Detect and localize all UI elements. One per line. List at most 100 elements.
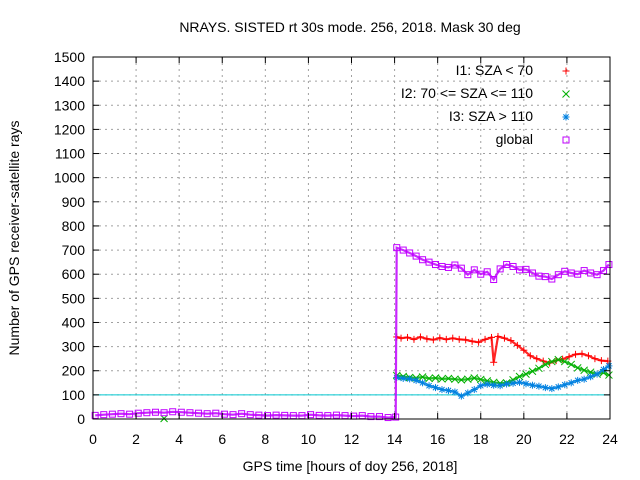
series-3 [393, 362, 613, 400]
y-tick-label: 1400 [54, 73, 85, 89]
data-point [444, 387, 452, 395]
data-point [509, 379, 517, 387]
data-point [186, 409, 194, 417]
data-point [315, 411, 323, 419]
data-point [574, 270, 582, 278]
data-point [462, 336, 470, 344]
data-point [541, 384, 549, 392]
series-group [91, 244, 613, 423]
data-point [528, 381, 536, 389]
y-tick-label: 700 [62, 242, 86, 258]
data-point [477, 382, 485, 390]
data-point [605, 362, 613, 370]
data-point [307, 411, 315, 419]
data-point [554, 355, 563, 364]
x-tick-label: 8 [261, 431, 269, 447]
data-point [229, 411, 237, 419]
data-point [481, 335, 489, 343]
series-4 [91, 244, 613, 422]
data-point [464, 271, 472, 279]
data-point [548, 275, 556, 283]
data-point [567, 360, 576, 369]
legend-label: I3: SZA > 110 [449, 108, 533, 124]
data-point [515, 372, 524, 381]
data-point [528, 367, 537, 376]
data-point [591, 355, 599, 363]
data-point [457, 264, 465, 272]
data-point [444, 374, 453, 383]
data-point [533, 355, 541, 363]
data-point [494, 332, 502, 340]
data-point [177, 408, 185, 416]
data-point [548, 385, 556, 393]
data-point [513, 341, 521, 349]
data-point [496, 382, 504, 390]
y-tick-label: 0 [77, 411, 85, 427]
data-point [535, 364, 543, 373]
y-tick-label: 300 [62, 339, 86, 355]
series-1 [393, 332, 612, 367]
data-point [376, 413, 384, 421]
data-point [392, 413, 400, 421]
x-tick-label: 16 [430, 431, 446, 447]
data-point [580, 366, 589, 375]
data-point [584, 352, 592, 360]
data-point [438, 375, 446, 383]
data-point [255, 411, 263, 419]
data-point [100, 411, 108, 419]
data-point [332, 411, 340, 419]
x-tick-label: 14 [387, 431, 403, 447]
data-point [496, 265, 504, 273]
x-tick-label: 24 [602, 431, 618, 447]
data-point [503, 380, 511, 388]
data-point [490, 381, 498, 389]
y-tick-label: 1100 [55, 146, 85, 162]
x-axis-label: GPS time [hours of doy 256, 2018] [243, 458, 458, 474]
data-point [535, 382, 543, 390]
data-point [384, 414, 392, 422]
axis-ticks: 0100200300400500600700800900100011001200… [54, 49, 618, 447]
data-point [597, 357, 605, 365]
data-point [406, 375, 414, 383]
data-point [108, 410, 116, 418]
data-point [500, 334, 508, 342]
data-point [572, 350, 580, 358]
data-point [574, 376, 582, 384]
data-point [605, 371, 613, 379]
data-point [600, 267, 608, 275]
data-point [212, 409, 220, 417]
data-point [470, 386, 478, 394]
data-point [281, 411, 289, 419]
x-tick-label: 10 [301, 431, 317, 447]
y-axis-label: Number of GPS receiver-satellite rays [6, 121, 22, 356]
legend-marker [562, 67, 570, 75]
data-point [587, 373, 595, 381]
legend-marker [562, 113, 570, 121]
y-tick-label: 900 [62, 194, 86, 210]
data-point [547, 357, 556, 366]
data-point [516, 378, 524, 386]
data-point [449, 334, 457, 342]
data-point [580, 375, 588, 383]
data-point [457, 376, 466, 384]
data-point [470, 374, 479, 382]
data-point [451, 375, 459, 384]
data-point [220, 410, 228, 418]
legend-marker [562, 90, 570, 98]
data-point [451, 388, 459, 396]
data-point [272, 411, 280, 419]
data-point [423, 335, 431, 343]
data-point [246, 411, 254, 419]
data-point [522, 265, 530, 273]
series-trace [396, 358, 610, 385]
y-tick-label: 600 [62, 266, 86, 282]
data-point [490, 276, 498, 284]
y-tick-label: 800 [62, 218, 86, 234]
y-tick-label: 1300 [54, 97, 85, 113]
x-tick-label: 4 [175, 431, 183, 447]
data-point [578, 350, 586, 358]
data-point [410, 335, 418, 343]
x-tick-label: 20 [516, 431, 532, 447]
legend-marker [562, 136, 570, 144]
data-point [418, 373, 427, 381]
